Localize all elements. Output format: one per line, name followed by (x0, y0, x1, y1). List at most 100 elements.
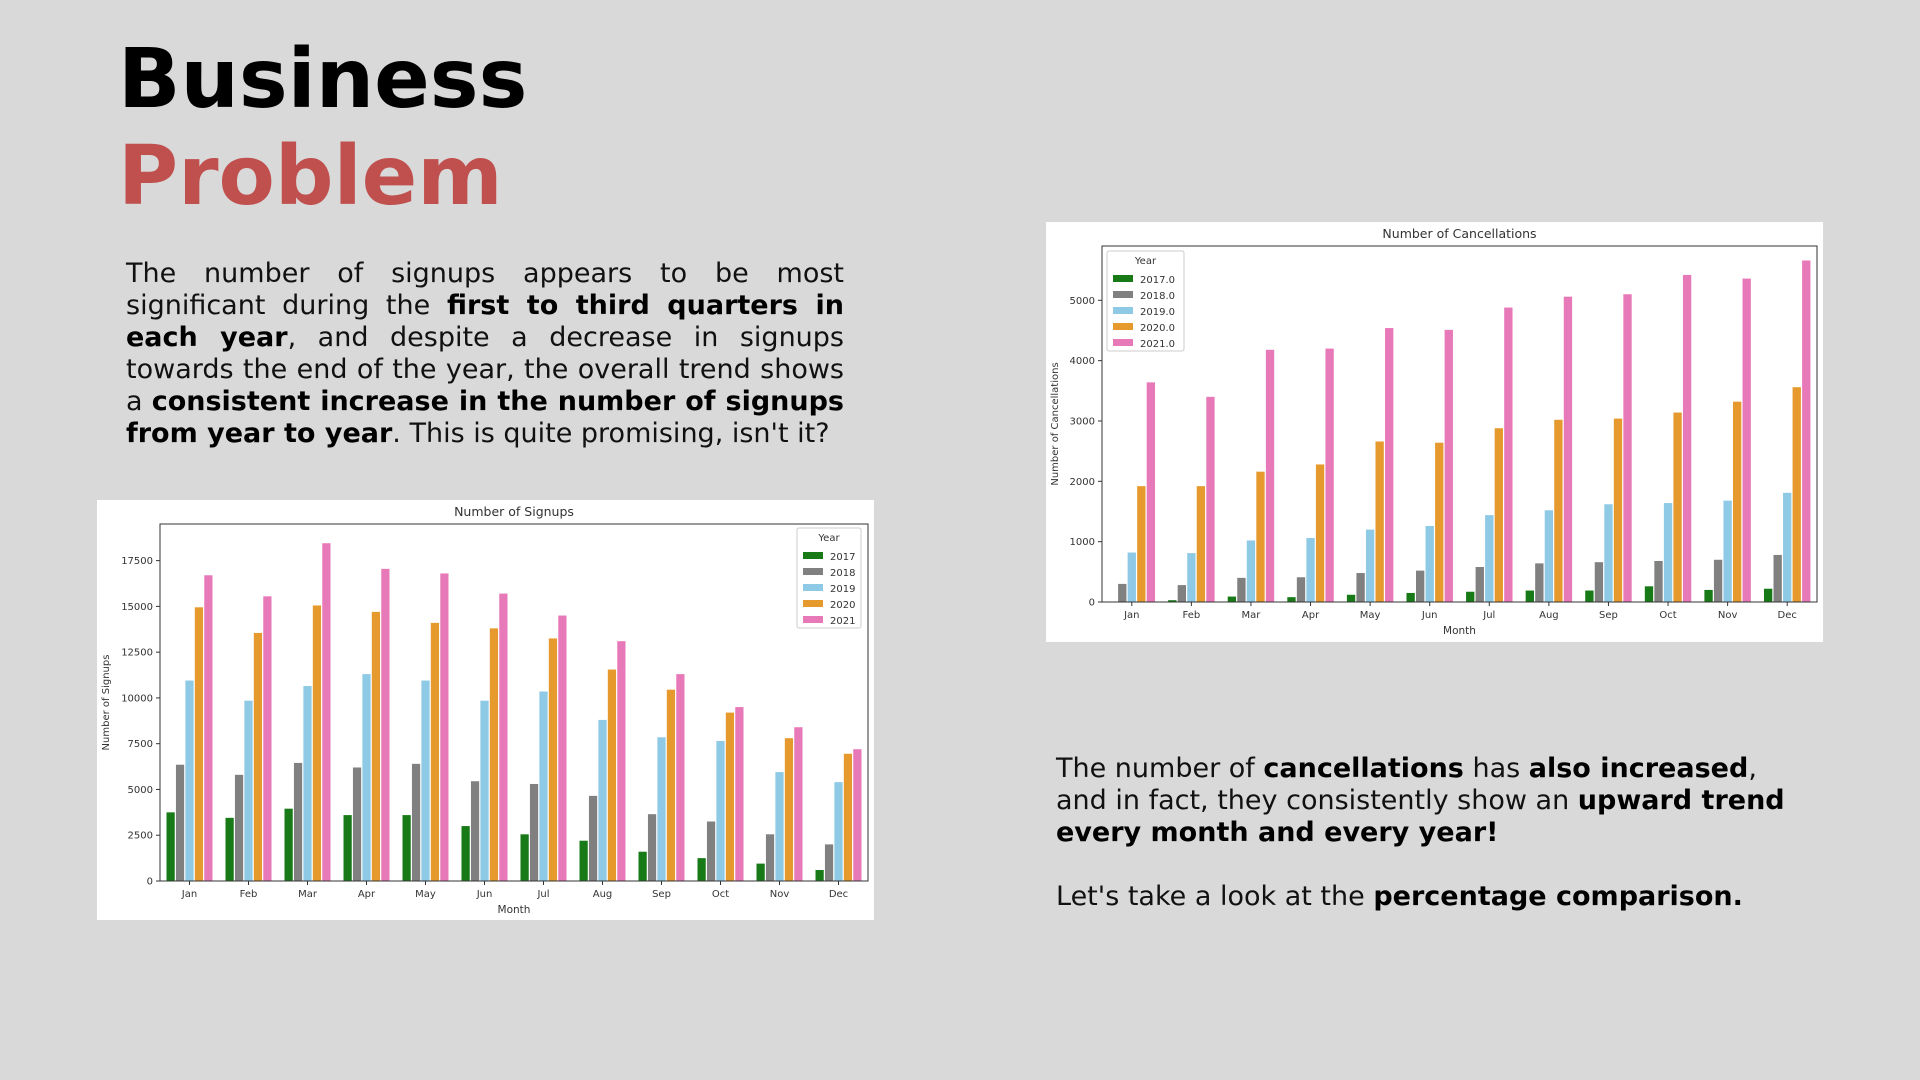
bar-2017.0-May (1346, 594, 1356, 602)
bar-2020.0-Apr (1315, 464, 1325, 602)
x-axis-label: Month (1443, 625, 1476, 637)
y-axis-label: Number of Cancellations (1050, 362, 1061, 485)
bar-2020.0-Mar (1256, 471, 1265, 602)
bar-2021.0-Jul (1504, 307, 1513, 602)
bar-2021-Feb (263, 596, 272, 881)
signups-chart-svg: Number of Signups Month Number of Signups 0… (101, 504, 869, 916)
x-tick-label: Apr (358, 889, 376, 900)
bar-2017-Oct (697, 858, 706, 881)
para1-bold-2: consistent increase in the number of sig… (126, 386, 844, 449)
para1-text-1: The number of signups appears to be most… (126, 258, 844, 321)
bar-2019.0-Sep (1604, 504, 1613, 602)
bar-2019.0-Nov (1723, 500, 1732, 602)
x-tick-label: Oct (712, 889, 729, 900)
y-tick-label: 15000 (121, 602, 153, 613)
bar-2021-Mar (322, 543, 331, 881)
bar-2020-Jan (194, 607, 204, 881)
bar-2020-Aug (607, 669, 617, 881)
percentage-teaser: Let's take a look at the percentage comp… (1056, 881, 1816, 913)
bar-2021.0-May (1385, 328, 1394, 602)
legend-label-2018: 2018 (830, 568, 855, 579)
legend-label-2018.0: 2018.0 (1140, 291, 1175, 302)
bar-2020-Mar (312, 605, 322, 881)
bar-2021-Nov (794, 727, 803, 881)
x-tick-label: May (415, 889, 436, 900)
bar-2018-Sep (647, 814, 657, 881)
bar-2017-Mar (284, 808, 293, 881)
x-tick-label: Aug (1539, 610, 1559, 621)
bar-2021-Jul (558, 615, 567, 881)
bar-2020.0-May (1375, 441, 1384, 602)
bar-2017.0-Oct (1644, 586, 1654, 602)
para1-text-3: . This is quite promising, isn't it? (392, 418, 830, 449)
x-tick-label: Sep (1599, 610, 1618, 621)
legend-swatch-2019 (803, 584, 823, 591)
x-tick-label: Jun (476, 889, 493, 900)
bar-2018.0-May (1356, 573, 1365, 602)
cancellations-chart: Number of Cancellations Month Number of Ca… (1046, 222, 1823, 642)
bar-2019-Jan (185, 680, 194, 881)
x-tick-label: Nov (770, 889, 790, 900)
bar-2020-Nov (784, 738, 794, 881)
bar-2018.0-Mar (1237, 577, 1246, 602)
bar-2018-Jun (470, 781, 480, 881)
bar-2019-Feb (244, 700, 253, 881)
bar-2017-May (402, 815, 411, 881)
bar-2018-Aug (588, 795, 598, 881)
legend-swatch-2020 (803, 600, 823, 607)
legend-label-2019.0: 2019.0 (1140, 307, 1175, 318)
x-tick-label: Oct (1659, 610, 1676, 621)
bar-2018.0-Nov (1713, 559, 1723, 602)
bar-2017-Feb (225, 817, 234, 881)
x-tick-label: Aug (593, 889, 613, 900)
bar-2019-Aug (598, 719, 607, 881)
bar-2020-Dec (843, 753, 853, 881)
bar-2018.0-Jun (1416, 570, 1425, 602)
bar-2018.0-Dec (1773, 554, 1782, 602)
bar-2017.0-Mar (1227, 596, 1237, 602)
bar-2018.0-Aug (1535, 563, 1544, 602)
bar-2019.0-Apr (1306, 538, 1315, 602)
para2-text-3: , and in fact, they consistently show an (1056, 753, 1757, 816)
bar-2020.0-Oct (1673, 412, 1682, 602)
bar-2019-May (421, 680, 430, 881)
cancellations-description: The number of cancellations has also inc… (1056, 753, 1816, 849)
x-tick-label: Dec (1778, 610, 1797, 621)
legend-swatch-2021 (803, 616, 823, 623)
legend-swatch-2017 (803, 552, 823, 559)
legend-label-2021: 2021 (830, 616, 855, 627)
bar-2017-Jan (166, 812, 175, 881)
bar-2019-Apr (362, 674, 371, 881)
y-tick-label: 5000 (1070, 296, 1095, 307)
bar-2018-Jul (529, 783, 539, 881)
legend-label-2017.0: 2017.0 (1140, 275, 1175, 286)
bar-2018.0-Sep (1594, 562, 1604, 602)
para3-text-1: Let's take a look at the (1056, 881, 1374, 912)
bar-2017-Jul (520, 834, 529, 881)
bar-2020.0-Dec (1792, 387, 1801, 602)
bar-2021.0-Jun (1444, 329, 1453, 602)
legend-swatch-2018 (803, 568, 823, 575)
title-problem: Problem (118, 129, 503, 224)
bar-2021-Jan (204, 575, 213, 881)
legend-title: Year (1134, 256, 1157, 267)
legend-swatch-2018.0 (1113, 291, 1133, 298)
x-tick-label: Nov (1718, 610, 1738, 621)
bar-2021-Oct (735, 707, 744, 881)
bar-2017-Sep (638, 851, 647, 881)
bar-2019-Jul (539, 691, 548, 881)
legend-label-2021.0: 2021.0 (1140, 339, 1175, 350)
bar-2017-Apr (343, 815, 352, 881)
chart-title: Number of Signups (454, 504, 574, 519)
bar-2020-Oct (725, 712, 735, 881)
bar-2020-Feb (253, 632, 263, 881)
x-tick-label: Mar (1242, 610, 1262, 621)
para2-text-2: has (1463, 753, 1529, 784)
x-tick-label: Feb (240, 889, 258, 900)
y-tick-label: 5000 (128, 785, 153, 796)
bar-2020.0-Jan (1137, 486, 1146, 602)
bar-2017.0-Jun (1406, 592, 1415, 602)
bar-2017.0-Nov (1704, 589, 1713, 602)
bar-2019.0-Feb (1187, 553, 1196, 602)
legend-swatch-2017.0 (1113, 275, 1133, 282)
